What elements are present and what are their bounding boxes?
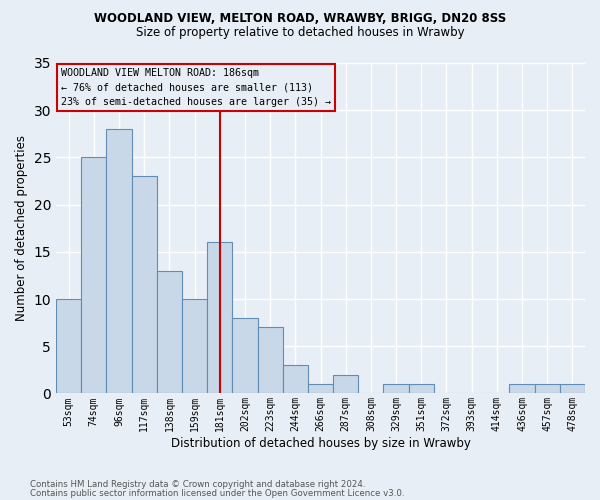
Text: Size of property relative to detached houses in Wrawby: Size of property relative to detached ho… (136, 26, 464, 39)
Bar (383, 384, 409, 394)
Bar (131, 176, 157, 394)
Text: Contains public sector information licensed under the Open Government Licence v3: Contains public sector information licen… (30, 488, 404, 498)
Text: Contains HM Land Registry data © Crown copyright and database right 2024.: Contains HM Land Registry data © Crown c… (30, 480, 365, 489)
Bar (106, 129, 131, 394)
Bar (182, 299, 207, 394)
Bar (509, 384, 535, 394)
Bar (333, 374, 358, 394)
Bar (560, 384, 585, 394)
Bar (535, 384, 560, 394)
Bar (56, 299, 81, 394)
Bar (257, 328, 283, 394)
Bar (232, 318, 257, 394)
Bar (409, 384, 434, 394)
Text: WOODLAND VIEW, MELTON ROAD, WRAWBY, BRIGG, DN20 8SS: WOODLAND VIEW, MELTON ROAD, WRAWBY, BRIG… (94, 12, 506, 24)
Text: WOODLAND VIEW MELTON ROAD: 186sqm
← 76% of detached houses are smaller (113)
23%: WOODLAND VIEW MELTON ROAD: 186sqm ← 76% … (61, 68, 331, 108)
Y-axis label: Number of detached properties: Number of detached properties (15, 135, 28, 321)
Bar (308, 384, 333, 394)
Bar (81, 158, 106, 394)
Bar (207, 242, 232, 394)
Bar (283, 365, 308, 394)
Bar (157, 270, 182, 394)
X-axis label: Distribution of detached houses by size in Wrawby: Distribution of detached houses by size … (170, 437, 470, 450)
